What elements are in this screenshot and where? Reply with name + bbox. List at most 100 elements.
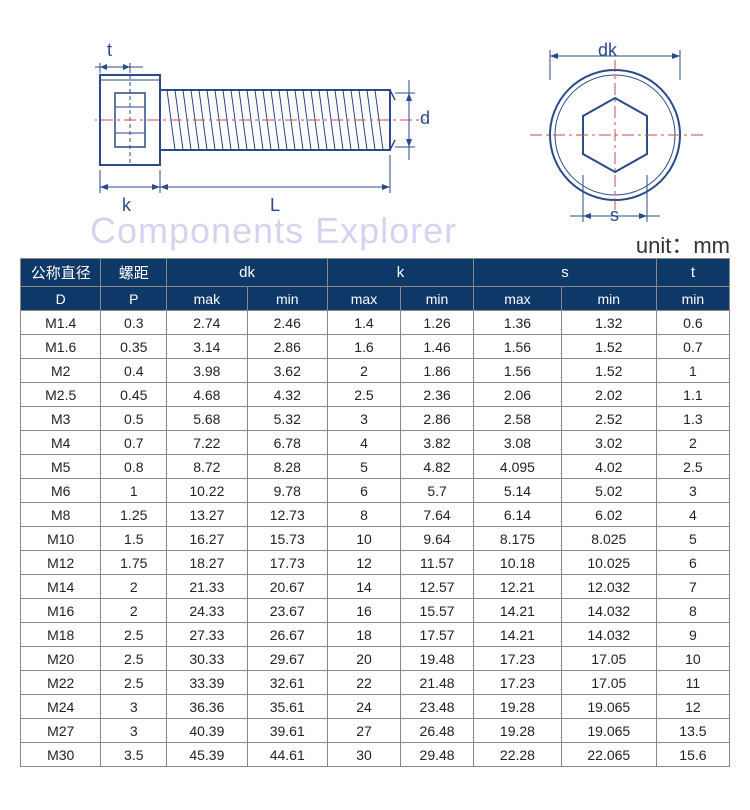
table-row: M20.43.983.6221.861.561.521 [21, 359, 730, 383]
cell: M14 [21, 575, 101, 599]
cell: 2 [101, 575, 167, 599]
cell: 2.02 [561, 383, 656, 407]
cell: 0.6 [656, 311, 729, 335]
cell: 3 [101, 695, 167, 719]
cell: 9 [656, 623, 729, 647]
cell: 45.39 [167, 743, 247, 767]
screw-side-view [95, 55, 425, 215]
cell: 4.82 [401, 455, 474, 479]
cell: 1.56 [474, 359, 562, 383]
cell: 3.08 [474, 431, 562, 455]
table-row: M14221.3320.671412.5712.2112.0327 [21, 575, 730, 599]
cell: M22 [21, 671, 101, 695]
cell: 0.7 [101, 431, 167, 455]
cell: 5.32 [247, 407, 327, 431]
cell: 17.23 [474, 671, 562, 695]
cell: 19.065 [561, 719, 656, 743]
table-row: M24336.3635.612423.4819.2819.06512 [21, 695, 730, 719]
cell: 27.33 [167, 623, 247, 647]
cell: 12 [327, 551, 400, 575]
cell: 1.46 [401, 335, 474, 359]
cell: 12.21 [474, 575, 562, 599]
cell: 16 [327, 599, 400, 623]
cell: 27 [327, 719, 400, 743]
cell: M2 [21, 359, 101, 383]
cell: 3 [656, 479, 729, 503]
table-row: M50.88.728.2854.824.0954.022.5 [21, 455, 730, 479]
cell: 14.21 [474, 623, 562, 647]
cell: 6.02 [561, 503, 656, 527]
cell: 3.82 [401, 431, 474, 455]
cell: 0.45 [101, 383, 167, 407]
cell: 1 [101, 479, 167, 503]
cell: M2.5 [21, 383, 101, 407]
cell: 3.62 [247, 359, 327, 383]
cell: 29.67 [247, 647, 327, 671]
cell: 18 [327, 623, 400, 647]
cell: 2.5 [101, 647, 167, 671]
cell: 44.61 [247, 743, 327, 767]
cell: 4.32 [247, 383, 327, 407]
cell: M8 [21, 503, 101, 527]
cell: 36.36 [167, 695, 247, 719]
table-row: M81.2513.2712.7387.646.146.024 [21, 503, 730, 527]
cell: 2.06 [474, 383, 562, 407]
cell: 15.73 [247, 527, 327, 551]
cell: 1.25 [101, 503, 167, 527]
cell: M16 [21, 599, 101, 623]
cell: 1.56 [474, 335, 562, 359]
cell: 10 [656, 647, 729, 671]
cell: 4.095 [474, 455, 562, 479]
cell: 1.4 [327, 311, 400, 335]
cell: 1.1 [656, 383, 729, 407]
cell: M5 [21, 455, 101, 479]
cell: 2.5 [656, 455, 729, 479]
cell: 8.175 [474, 527, 562, 551]
th-t: t [656, 259, 729, 287]
cell: 22 [327, 671, 400, 695]
cell: 12.73 [247, 503, 327, 527]
th2-4: max [327, 287, 400, 311]
cell: 29.48 [401, 743, 474, 767]
cell: M18 [21, 623, 101, 647]
cell: 2 [101, 599, 167, 623]
cell: 19.28 [474, 695, 562, 719]
cell: 4 [656, 503, 729, 527]
cell: 39.61 [247, 719, 327, 743]
cell: M24 [21, 695, 101, 719]
cell: 7.64 [401, 503, 474, 527]
cell: 10 [327, 527, 400, 551]
table-row: M40.77.226.7843.823.083.022 [21, 431, 730, 455]
cell: 26.48 [401, 719, 474, 743]
cell: 2.58 [474, 407, 562, 431]
cell: 32.61 [247, 671, 327, 695]
table-body: M1.40.32.742.461.41.261.361.320.6M1.60.3… [21, 311, 730, 767]
cell: 14.032 [561, 623, 656, 647]
cell: 4.02 [561, 455, 656, 479]
cell: 12.57 [401, 575, 474, 599]
cell: 30 [327, 743, 400, 767]
cell: 23.48 [401, 695, 474, 719]
dim-d-label: d [420, 108, 430, 129]
cell: M10 [21, 527, 101, 551]
table-row: M27340.3939.612726.4819.2819.06513.5 [21, 719, 730, 743]
cell: 0.5 [101, 407, 167, 431]
th2-5: min [401, 287, 474, 311]
cell: 5.14 [474, 479, 562, 503]
cell: 16.27 [167, 527, 247, 551]
cell: 8 [327, 503, 400, 527]
cell: 7 [656, 575, 729, 599]
cell: 5.68 [167, 407, 247, 431]
cell: 5 [656, 527, 729, 551]
cell: 19.28 [474, 719, 562, 743]
cell: 19.065 [561, 695, 656, 719]
table-row: M1.60.353.142.861.61.461.561.520.7 [21, 335, 730, 359]
cell: 0.7 [656, 335, 729, 359]
cell: 22.065 [561, 743, 656, 767]
cell: 2.5 [101, 671, 167, 695]
table-row: M2.50.454.684.322.52.362.062.021.1 [21, 383, 730, 407]
table-row: M30.55.685.3232.862.582.521.3 [21, 407, 730, 431]
cell: 1.26 [401, 311, 474, 335]
cell: M3 [21, 407, 101, 431]
cell: 2.86 [401, 407, 474, 431]
